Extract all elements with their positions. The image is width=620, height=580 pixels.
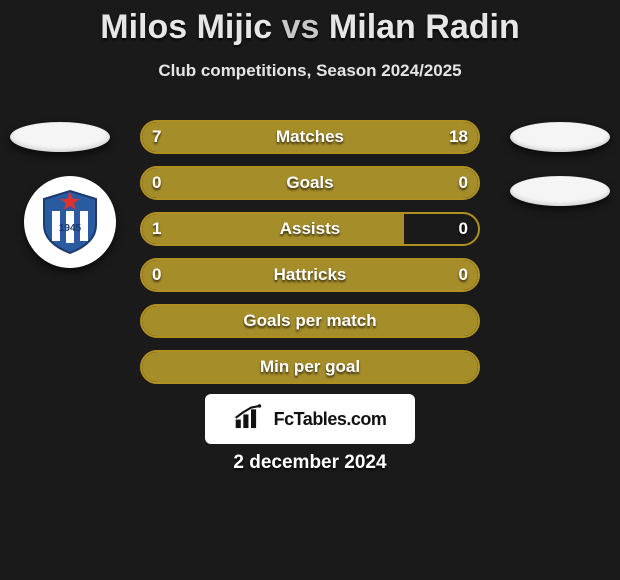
player2-club-oval	[510, 176, 610, 206]
title-player1: Milos Mijic	[100, 8, 272, 46]
shield-icon: 1945	[40, 189, 100, 255]
bar-label: Goals per match	[142, 306, 478, 336]
bar-value-right: 18	[428, 122, 468, 152]
stat-row-goals: Goals00	[140, 166, 480, 200]
stat-row-assists: Assists10	[140, 212, 480, 246]
stat-row-matches: Matches718	[140, 120, 480, 154]
title-vs: vs	[282, 8, 320, 46]
svg-text:1945: 1945	[59, 223, 82, 234]
chart-icon	[234, 404, 268, 435]
player2-oval	[510, 122, 610, 152]
logo-text: FcTables.com	[274, 409, 387, 430]
fctables-logo[interactable]: FcTables.com	[205, 394, 415, 444]
stat-row-min-per-goal: Min per goal	[140, 350, 480, 384]
stat-bars: Matches718Goals00Assists10Hattricks00Goa…	[140, 120, 480, 396]
bar-value-right: 0	[428, 214, 468, 244]
bar-value-left: 0	[152, 260, 192, 290]
bar-value-left: 1	[152, 214, 192, 244]
bar-value-right: 0	[428, 168, 468, 198]
stat-row-hattricks: Hattricks00	[140, 258, 480, 292]
subtitle: Club competitions, Season 2024/2025	[0, 61, 620, 81]
bar-value-right: 0	[428, 260, 468, 290]
date-text: 2 december 2024	[0, 452, 620, 474]
page-title: Milos Mijic vs Milan Radin	[0, 0, 620, 47]
bar-label: Min per goal	[142, 352, 478, 382]
player1-club-badge: 1945	[24, 176, 116, 268]
title-player2: Milan Radin	[329, 8, 520, 46]
bar-value-left: 7	[152, 122, 192, 152]
stat-row-goals-per-match: Goals per match	[140, 304, 480, 338]
bar-value-left: 0	[152, 168, 192, 198]
player1-oval	[10, 122, 110, 152]
